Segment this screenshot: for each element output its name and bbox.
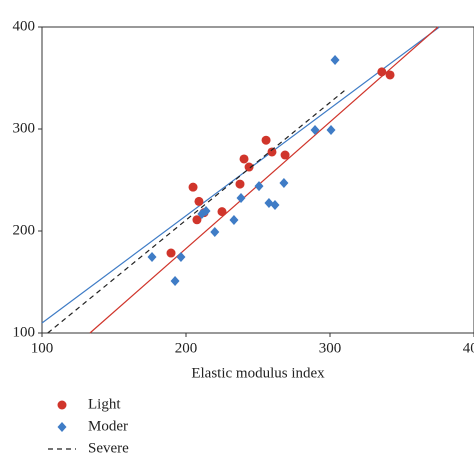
x-tick-label: 200 bbox=[175, 340, 198, 356]
point bbox=[330, 55, 340, 66]
point bbox=[194, 196, 204, 206]
x-tick-label: 300 bbox=[319, 340, 342, 356]
point bbox=[326, 125, 336, 136]
fit-line bbox=[89, 26, 439, 334]
point bbox=[188, 182, 198, 192]
point bbox=[385, 70, 395, 80]
point bbox=[261, 135, 271, 145]
x-axis-label: Elastic modulus index bbox=[191, 365, 325, 381]
point bbox=[176, 252, 186, 263]
point bbox=[254, 181, 264, 192]
point bbox=[229, 214, 239, 225]
point bbox=[377, 67, 387, 77]
legend-label: Moder bbox=[88, 418, 128, 434]
point bbox=[210, 227, 220, 238]
point bbox=[147, 252, 157, 263]
y-tick-label: 400 bbox=[13, 18, 36, 34]
point bbox=[192, 215, 202, 225]
severe-line bbox=[47, 89, 346, 334]
point bbox=[280, 150, 290, 160]
point bbox=[236, 192, 246, 203]
plot-frame bbox=[41, 26, 474, 334]
legend-swatch bbox=[57, 400, 67, 410]
point bbox=[270, 199, 280, 210]
fit-line bbox=[41, 26, 440, 324]
legend-swatch bbox=[57, 422, 67, 432]
y-tick-label: 200 bbox=[13, 222, 36, 238]
point bbox=[267, 147, 277, 157]
point bbox=[279, 178, 289, 189]
x-tick-label: 400 bbox=[463, 340, 474, 356]
point bbox=[310, 125, 320, 136]
legend-label: Light bbox=[88, 396, 121, 412]
point bbox=[235, 179, 245, 189]
y-tick-label: 100 bbox=[13, 324, 36, 340]
y-tick-label: 300 bbox=[13, 120, 36, 136]
point bbox=[170, 275, 180, 286]
point bbox=[239, 154, 249, 164]
x-tick-label: 100 bbox=[31, 340, 54, 356]
point bbox=[217, 207, 227, 217]
point bbox=[166, 248, 176, 258]
legend-label: Severe bbox=[88, 440, 129, 456]
point bbox=[201, 206, 211, 217]
point bbox=[244, 162, 254, 172]
